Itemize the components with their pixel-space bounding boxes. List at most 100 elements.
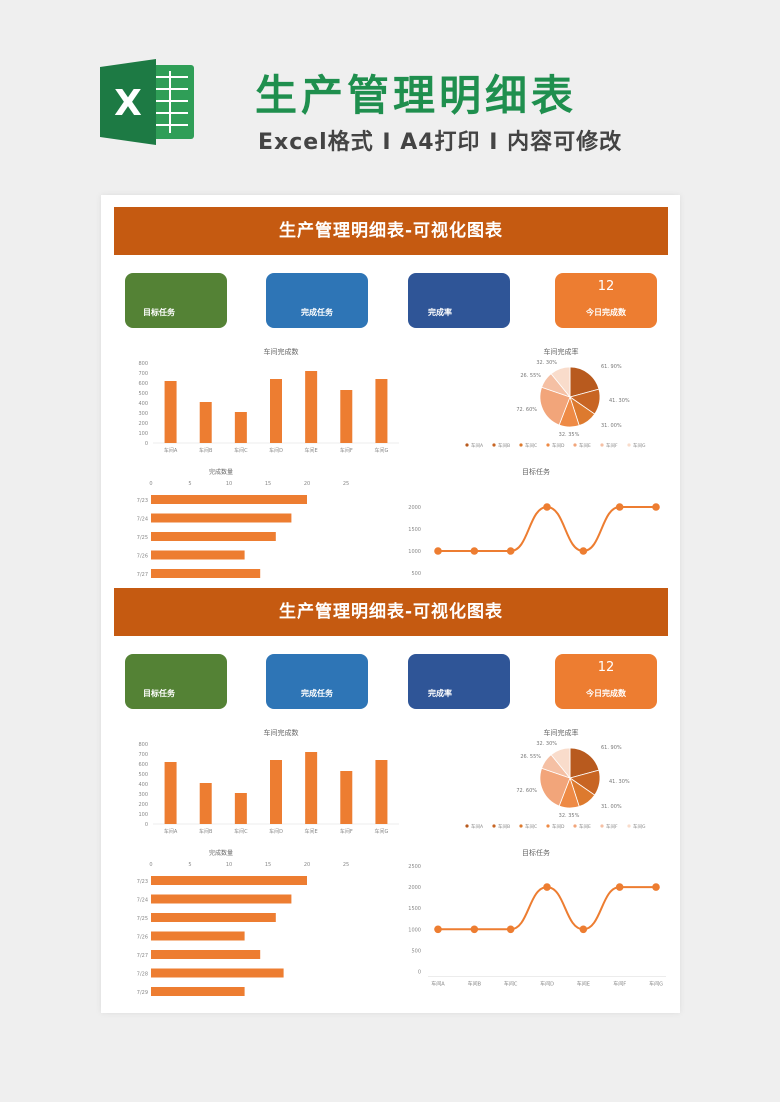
data-point xyxy=(652,883,660,891)
chart-title: 完成数量 xyxy=(209,849,233,857)
pie-slice xyxy=(539,386,571,426)
legend-label: 车间E xyxy=(579,442,591,449)
legend-label: 车间B xyxy=(498,823,510,830)
legend-marker xyxy=(492,443,496,447)
y-tick-label: 7/26 xyxy=(137,935,148,941)
data-point xyxy=(506,547,515,555)
x-tick-label: 15 xyxy=(265,862,271,868)
workshop-rate-pie-chart: 车间完成率 61. 90% 41. 30% 31. 00% 32. 35% 72. 60%… xyxy=(465,728,646,830)
legend-marker xyxy=(546,824,550,828)
dashboard-section-2: 生产管理明细表-可视化图表 目标任务 完成任务 完成率 12 今日完成数 车间完成… xyxy=(101,576,680,996)
data-label: 61. 90% xyxy=(601,364,622,370)
chart-title: 车间完成数 xyxy=(264,347,299,356)
data-label: 41. 30% xyxy=(609,398,630,404)
y-tick-label: 600 xyxy=(138,381,148,387)
workshop-done-bar-chart: 车间完成数 0 100 200 300 400 500 600 700 800 车间A 车间B 车间C 车… xyxy=(138,347,399,454)
bar xyxy=(305,371,318,443)
x-tick-label: 车间D xyxy=(269,828,283,835)
data-point xyxy=(543,883,551,891)
legend-marker xyxy=(465,443,469,447)
bar xyxy=(151,876,307,885)
bar xyxy=(375,379,388,443)
y-tick-label: 7/25 xyxy=(137,535,148,541)
legend-marker xyxy=(627,824,631,828)
x-tick-label: 车间A xyxy=(164,447,178,454)
y-tick-label: 500 xyxy=(411,948,421,954)
x-tick-label: 车间E xyxy=(577,981,590,988)
data-point xyxy=(470,925,479,934)
legend-marker xyxy=(600,824,604,828)
logo-letter: X xyxy=(114,83,142,124)
data-point xyxy=(615,883,624,891)
bar xyxy=(305,752,318,824)
card-label: 完成任务 xyxy=(301,689,333,698)
x-tick-label: 20 xyxy=(304,862,310,868)
card-label: 今日完成数 xyxy=(586,308,626,317)
y-tick-label: 7/23 xyxy=(137,498,148,504)
pie-slice xyxy=(550,366,571,399)
legend-label: 车间E xyxy=(579,823,591,830)
x-tick-label: 车间G xyxy=(374,447,388,454)
dashboard-section-1: 生产管理明细表-可视化图表 目标任务 完成任务 完成率 12 今日完成数 车间完成… xyxy=(101,195,680,605)
bar xyxy=(270,379,282,443)
bar xyxy=(151,968,284,978)
x-tick-label: 5 xyxy=(188,862,191,868)
y-tick-label: 7/23 xyxy=(137,879,148,885)
y-tick-label: 0 xyxy=(145,822,148,828)
data-label: 31. 00% xyxy=(601,804,622,810)
card-value: 12 xyxy=(597,279,615,294)
y-tick-label: 0 xyxy=(418,970,421,976)
y-tick-label: 7/24 xyxy=(137,517,148,523)
excel-logo-icon: X xyxy=(100,59,194,145)
card-label: 完成任务 xyxy=(301,308,333,317)
y-tick-label: 2000 xyxy=(408,885,421,891)
data-label: 72. 60% xyxy=(516,788,537,794)
y-tick-label: 100 xyxy=(138,431,148,437)
x-tick-label: 车间E xyxy=(305,447,318,454)
legend-marker xyxy=(546,443,550,447)
bar xyxy=(151,950,261,959)
data-label: 32. 35% xyxy=(559,813,580,819)
legend-label: 车间F xyxy=(606,442,618,449)
chart-title: 车间完成数 xyxy=(264,728,299,737)
data-point xyxy=(506,925,515,934)
x-tick-label: 5 xyxy=(188,481,191,487)
bar xyxy=(151,569,261,578)
data-label: 32. 30% xyxy=(536,360,557,366)
card-label: 今日完成数 xyxy=(586,689,626,698)
page-subtitle: Excel格式 I A4打印 I 内容可修改 xyxy=(258,130,623,155)
legend-marker xyxy=(600,443,604,447)
bar xyxy=(164,762,177,824)
y-tick-label: 100 xyxy=(138,812,148,818)
data-label: 26. 55% xyxy=(520,373,541,379)
y-tick-label: 2500 xyxy=(408,864,421,870)
bar xyxy=(199,783,212,824)
y-tick-label: 1000 xyxy=(408,549,421,555)
data-label: 31. 00% xyxy=(601,423,622,429)
data-point xyxy=(579,925,588,934)
bar xyxy=(340,390,353,443)
card-label: 完成率 xyxy=(428,308,452,317)
page-title: 生产管理明细表 xyxy=(255,71,578,120)
x-tick-label: 车间C xyxy=(234,447,248,454)
data-point xyxy=(434,925,442,934)
card-label: 目标任务 xyxy=(143,308,175,317)
series-line xyxy=(437,505,656,553)
x-tick-label: 车间F xyxy=(613,981,626,988)
bar xyxy=(340,771,353,824)
card-label: 目标任务 xyxy=(143,689,175,698)
data-point xyxy=(543,503,551,511)
x-tick-label: 0 xyxy=(149,862,152,868)
x-tick-label: 车间B xyxy=(468,981,482,988)
y-tick-label: 300 xyxy=(138,411,148,417)
y-tick-label: 200 xyxy=(138,802,148,808)
data-label: 32. 30% xyxy=(536,741,557,747)
y-tick-label: 400 xyxy=(138,782,148,788)
bar xyxy=(151,495,307,504)
x-tick-label: 25 xyxy=(343,481,349,487)
completion-rate-card: 完成率 xyxy=(408,273,510,328)
card-value: 12 xyxy=(597,660,615,675)
bar xyxy=(151,931,245,941)
legend-marker xyxy=(519,824,523,828)
pie-slice xyxy=(569,366,600,398)
